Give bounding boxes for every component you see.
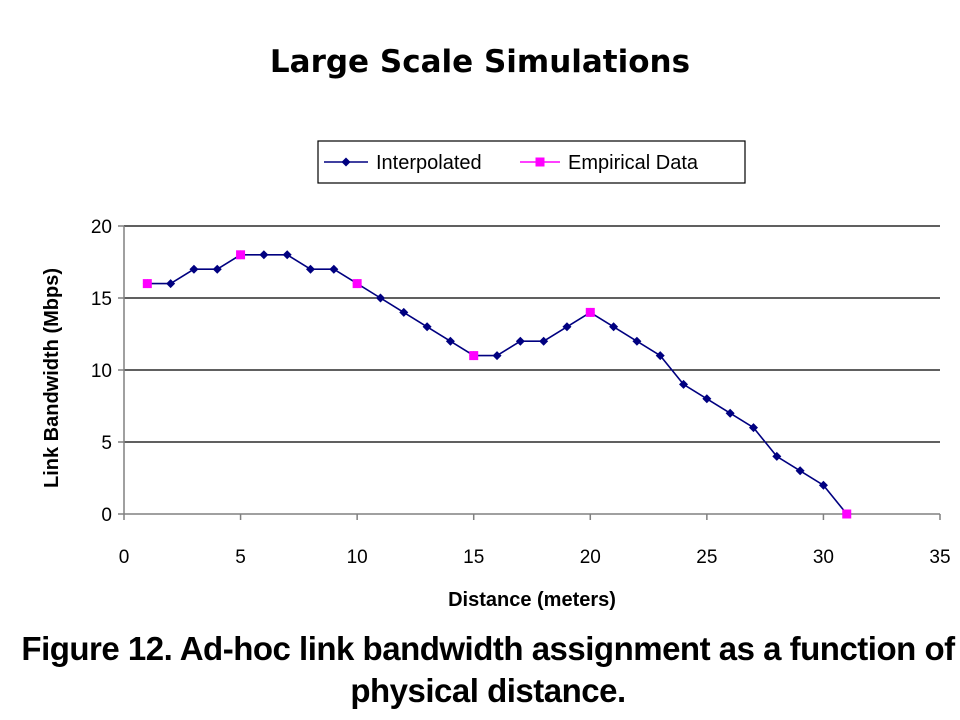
x-tick-label: 25 [696,547,717,568]
interpolated-point [702,394,712,404]
legend-marker-empirical [535,157,545,167]
empirical-point [142,279,152,289]
tick-labels: 0 5 10 15 20 0 5 10 15 20 25 30 35 [91,217,951,568]
interpolated-point [562,322,572,332]
x-tick-label: 30 [813,547,834,568]
y-axis-title: Link Bandwidth (Mbps) [41,268,63,488]
legend-label: Interpolated [376,152,482,174]
y-tick-label: 10 [91,361,112,382]
empirical-point [842,509,852,519]
interpolated-point [515,336,525,346]
x-tick-label: 0 [119,547,130,568]
interpolated-point [725,408,735,418]
empirical-point [469,351,479,361]
y-tick-label: 20 [91,217,112,238]
x-tick-label: 35 [929,547,950,568]
x-tick-label: 20 [580,547,601,568]
empirical-point [585,307,595,317]
interpolated-point [539,336,549,346]
interpolated-point [282,250,292,260]
interpolated-point [818,480,828,490]
interpolated-point [609,322,619,332]
interpolated-point [166,279,176,289]
y-tick-label: 0 [101,505,112,526]
empirical-point [236,250,246,260]
y-tick-label: 15 [91,289,112,310]
interpolated-point [422,322,432,332]
interpolated-point [748,423,758,433]
interpolated-point [399,307,409,317]
figure-caption: Figure 12. Ad-hoc link bandwidth assignm… [21,630,955,709]
interpolated-point [189,264,199,274]
interpolated-point [259,250,269,260]
interpolated-point [632,336,642,346]
slide-title: Large Scale Simulations [269,44,691,80]
interpolated-point [445,336,455,346]
chart-legend: Interpolated Empirical Data [317,140,746,184]
axes [118,225,941,520]
interpolated-point [679,379,689,389]
legend-marker-interpolated [341,157,351,167]
x-tick-label: 5 [235,547,246,568]
y-tick-label: 5 [101,433,112,454]
data-series [142,250,852,519]
interpolated-point [329,264,339,274]
interpolated-point [306,264,316,274]
empirical-point [352,279,362,289]
legend-label: Empirical Data [568,152,699,174]
series-line-interpolated [147,254,848,515]
interpolated-point [212,264,222,274]
interpolated-point [772,451,782,461]
x-tick-label: 10 [347,547,368,568]
x-axis-title: Distance (meters) [448,589,616,611]
interpolated-point [375,293,385,303]
interpolated-point [492,351,502,361]
interpolated-point [655,351,665,361]
interpolated-point [795,466,805,476]
gridlines [124,225,940,443]
x-tick-label: 15 [463,547,484,568]
